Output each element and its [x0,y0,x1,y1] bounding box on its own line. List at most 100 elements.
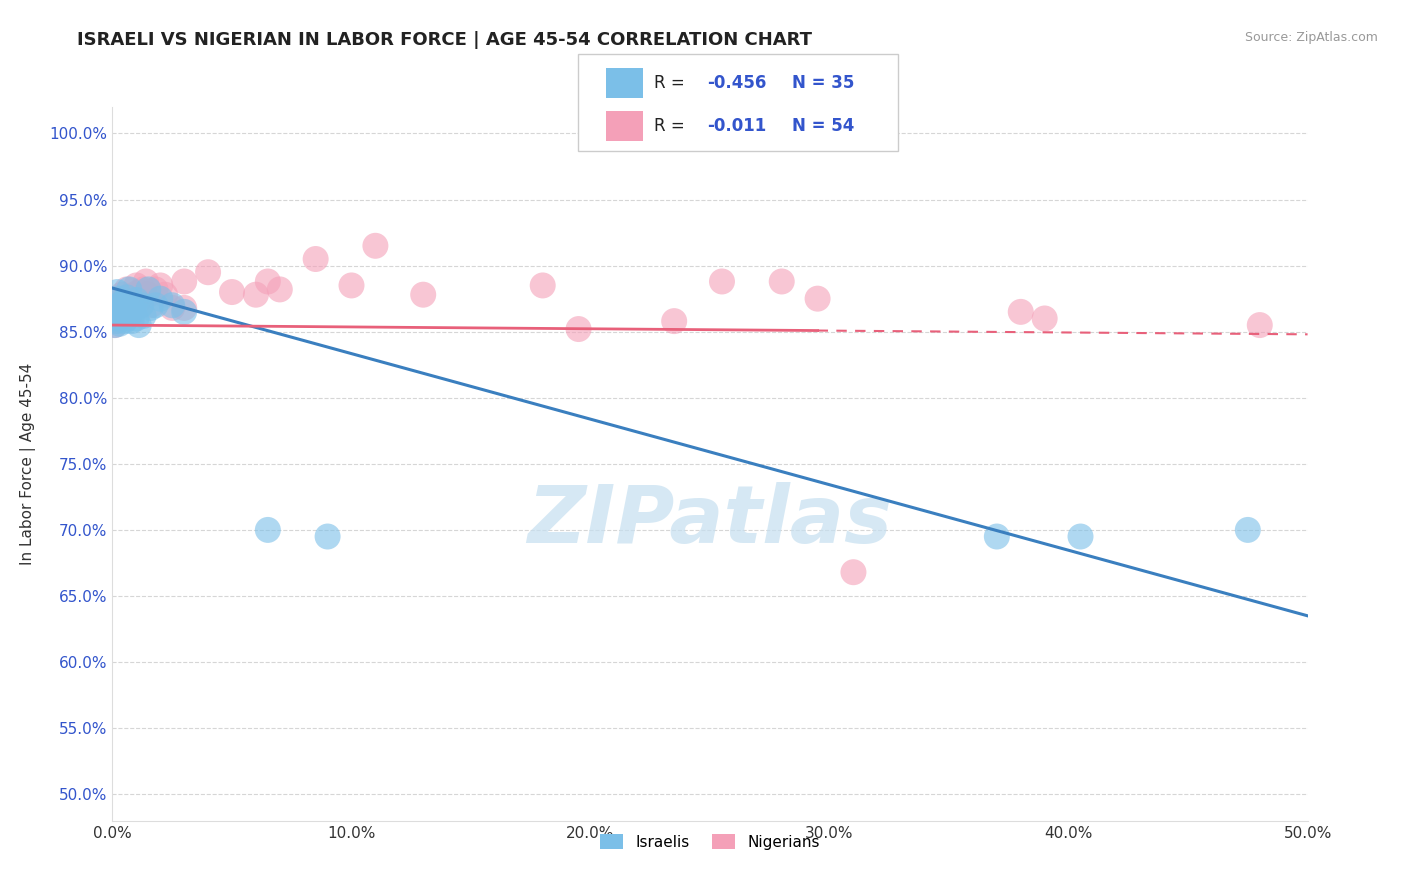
Point [153,287,176,301]
Point [1070,529,1092,543]
Point [118,305,141,319]
Point [135,275,157,289]
Point [129,298,152,312]
Point [132,282,155,296]
Text: R =: R = [654,117,695,135]
Point [111,298,134,312]
Text: -0.456: -0.456 [707,74,766,92]
Point [128,285,150,299]
Point [111,305,134,319]
Point [104,318,127,332]
Point [770,275,793,289]
Point [121,314,143,328]
Point [316,529,339,543]
Point [105,305,128,319]
Point [221,285,243,299]
Point [121,298,143,312]
Point [138,287,160,301]
Text: R =: R = [654,74,690,92]
Text: N = 54: N = 54 [792,117,853,135]
Point [257,275,280,289]
Point [105,285,128,299]
Point [340,278,363,293]
Point [105,311,128,326]
Point [115,290,138,304]
Point [138,282,160,296]
Point [104,318,127,332]
Point [108,309,131,323]
Point [122,287,145,301]
Point [364,239,387,253]
Point [122,303,145,318]
Point [121,298,143,312]
Point [305,252,328,266]
Point [108,309,131,323]
Point [132,309,155,323]
Point [128,318,150,332]
Point [986,529,1008,543]
Point [108,292,131,306]
Point [568,322,591,336]
Point [105,292,128,306]
Point [1249,318,1271,332]
Point [114,301,135,315]
Point [125,292,148,306]
Point [173,275,195,289]
Point [104,314,127,328]
Point [1010,305,1032,319]
Point [122,305,145,319]
Text: ZIPatlas: ZIPatlas [527,482,893,560]
Point [111,295,134,310]
Point [162,301,183,315]
Point [108,301,131,315]
Point [162,298,183,312]
Point [173,305,195,319]
Point [115,311,138,326]
Legend: Israelis, Nigerians: Israelis, Nigerians [593,828,827,855]
Point [115,282,138,296]
Text: Source: ZipAtlas.com: Source: ZipAtlas.com [1244,31,1378,45]
Point [118,309,141,323]
Point [125,278,148,293]
Point [114,305,135,319]
Text: -0.011: -0.011 [707,117,766,135]
Point [108,317,131,331]
Point [1033,311,1056,326]
Point [1237,523,1260,537]
Point [118,282,141,296]
Point [711,275,734,289]
Y-axis label: In Labor Force | Age 45-54: In Labor Force | Age 45-54 [20,363,35,565]
Point [129,298,152,312]
Point [139,298,162,312]
Point [257,523,280,537]
Point [104,309,127,323]
Point [125,311,148,326]
Point [664,314,686,328]
Point [531,278,554,293]
Point [139,301,162,315]
Point [173,301,195,315]
Point [125,293,148,307]
Point [842,565,865,579]
Point [105,314,128,328]
Point [118,301,141,315]
Point [114,314,135,328]
Point [807,292,830,306]
Point [115,290,138,304]
Point [412,287,434,301]
Point [114,295,135,310]
Point [197,265,219,279]
Point [245,287,267,301]
Point [269,282,291,296]
Point [104,311,127,326]
Point [105,298,128,312]
Point [145,282,167,296]
Point [111,287,134,301]
Text: ISRAELI VS NIGERIAN IN LABOR FORCE | AGE 45-54 CORRELATION CHART: ISRAELI VS NIGERIAN IN LABOR FORCE | AGE… [77,31,813,49]
Point [149,292,172,306]
Point [108,298,131,312]
Point [145,298,167,312]
Point [149,278,172,293]
Text: N = 35: N = 35 [792,74,853,92]
Point [129,292,152,306]
